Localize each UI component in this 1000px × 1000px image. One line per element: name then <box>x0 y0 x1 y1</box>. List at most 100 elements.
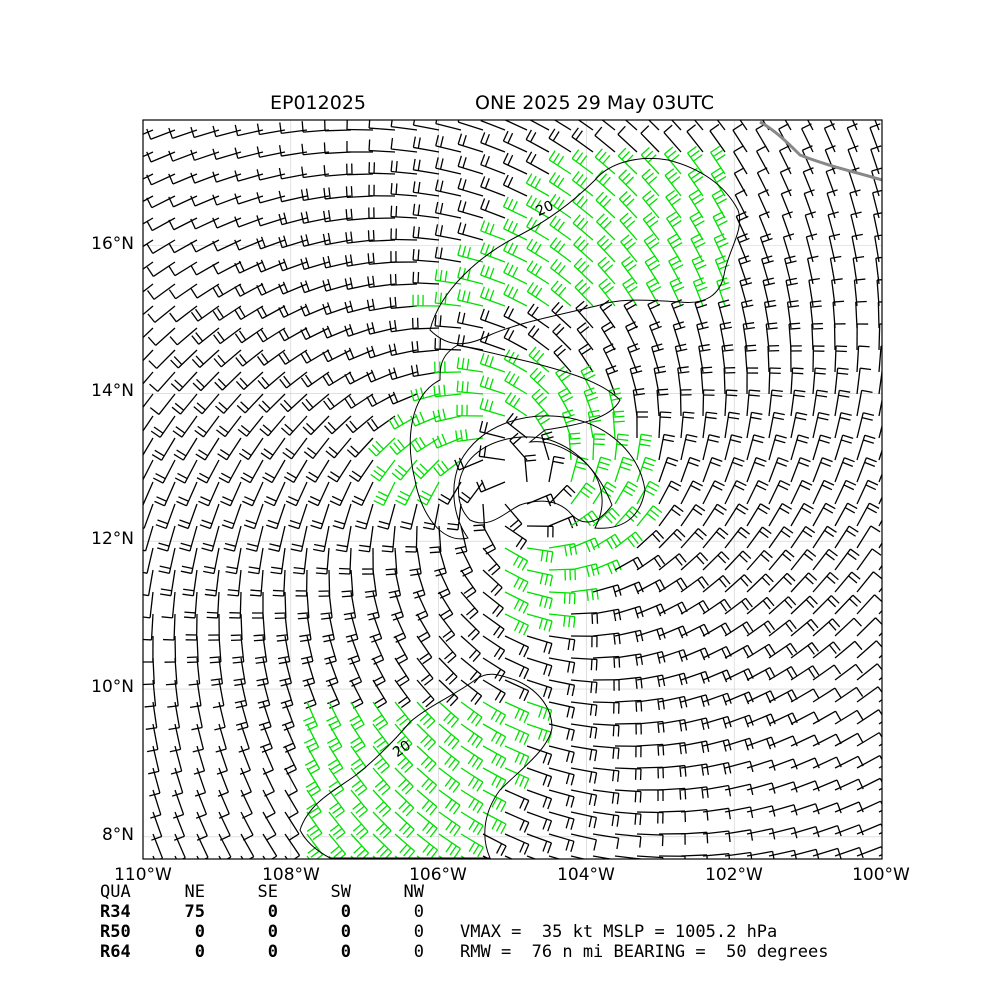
wind-barb <box>348 459 374 483</box>
wind-barb <box>790 479 813 505</box>
wind-barb <box>270 547 286 575</box>
cell-se: 0 <box>267 902 278 922</box>
wind-barb <box>526 613 553 632</box>
wind-barb <box>479 308 506 329</box>
wind-barb <box>658 855 686 859</box>
wind-barb <box>300 349 330 364</box>
wind-barb <box>412 136 440 153</box>
wind-barb <box>189 679 202 709</box>
wind-barb <box>146 195 176 209</box>
wind-barb <box>482 833 507 856</box>
wind-barb <box>525 151 550 175</box>
cell-nw: 0 <box>413 942 424 962</box>
wind-barb <box>343 591 357 621</box>
wind-barb <box>326 701 342 731</box>
wind-barb <box>344 393 374 409</box>
wind-barb <box>526 635 553 655</box>
wind-barb <box>394 657 410 687</box>
wind-barb <box>680 647 710 661</box>
wind-barb <box>198 481 220 507</box>
wind-barb <box>526 282 550 307</box>
wind-barb <box>746 759 776 771</box>
contour-spiral-band <box>409 344 646 540</box>
wind-barb <box>148 349 176 369</box>
wind-barb <box>645 277 662 307</box>
wind-barb <box>194 415 220 438</box>
wind-barb <box>878 765 882 769</box>
wind-barb <box>274 591 287 619</box>
wind-speed-contours: 20 20 <box>299 157 741 859</box>
wind-barb <box>702 807 731 820</box>
wind-barb <box>570 767 598 784</box>
wind-barb <box>504 811 530 833</box>
coastline <box>759 120 882 182</box>
wind-barb <box>412 181 440 197</box>
storm-id-title: EP012025 <box>270 92 366 114</box>
lat-label: 10°N <box>91 677 134 697</box>
wind-barb <box>303 437 330 459</box>
wind-barb <box>503 305 528 329</box>
wind-barb <box>434 201 462 219</box>
wind-barb <box>746 828 776 840</box>
cell-sw: 0 <box>340 902 351 922</box>
wind-barb <box>824 145 836 175</box>
wind-barb <box>329 481 352 507</box>
wind-barb <box>504 657 530 680</box>
wind-barb <box>434 361 462 374</box>
wind-barb <box>812 389 828 417</box>
wind-barb <box>213 327 242 345</box>
wind-barb <box>460 745 484 770</box>
wind-barb <box>592 767 620 782</box>
wind-barb <box>438 613 456 642</box>
wind-barb <box>480 176 506 197</box>
wind-barb <box>288 503 308 530</box>
wind-barb <box>156 525 176 552</box>
wind-barb <box>504 370 528 395</box>
cell-se: 0 <box>267 922 278 942</box>
wind-barb <box>372 701 389 731</box>
wind-barb <box>702 434 720 461</box>
wind-barb <box>570 789 598 807</box>
wind-barb <box>834 434 854 461</box>
wind-barb <box>416 833 439 859</box>
wind-barb <box>812 434 832 461</box>
wind-barb <box>186 635 199 664</box>
wind-barb <box>290 525 308 553</box>
wind-barb <box>346 141 374 153</box>
wind-barb <box>212 283 242 298</box>
wind-barb <box>614 581 644 595</box>
wind-barb <box>345 415 374 434</box>
wind-barb <box>551 301 572 329</box>
wind-barb <box>877 301 882 329</box>
wind-barb <box>724 434 743 461</box>
wind-barb <box>154 481 176 507</box>
wind-barb <box>746 549 773 571</box>
wind-barb <box>460 833 484 858</box>
wind-barb <box>702 551 730 571</box>
wind-barb <box>834 367 849 395</box>
wind-barb <box>548 811 575 830</box>
wind-barb <box>257 371 286 390</box>
wind-barb <box>278 349 308 365</box>
wind-barb <box>350 789 368 818</box>
wind-barb <box>196 833 209 859</box>
wind-barb <box>479 420 506 439</box>
wind-barb <box>768 735 798 747</box>
wind-barb <box>218 833 232 859</box>
wind-barb <box>636 855 664 859</box>
wind-barb <box>878 345 882 373</box>
wind-barb <box>714 255 730 285</box>
wind-barb <box>416 635 433 665</box>
wind-barb <box>457 200 484 219</box>
wind-barb <box>614 629 644 643</box>
wind-barb <box>555 365 572 395</box>
wind-barb <box>596 213 616 241</box>
wind-barb <box>168 195 198 208</box>
wind-barb <box>143 525 154 552</box>
wind-barb <box>149 767 161 797</box>
wind-barb <box>640 125 660 153</box>
wind-barb <box>372 833 393 859</box>
wind-barb <box>366 415 396 432</box>
wind-barb <box>665 189 682 219</box>
wind-barb <box>636 579 666 593</box>
